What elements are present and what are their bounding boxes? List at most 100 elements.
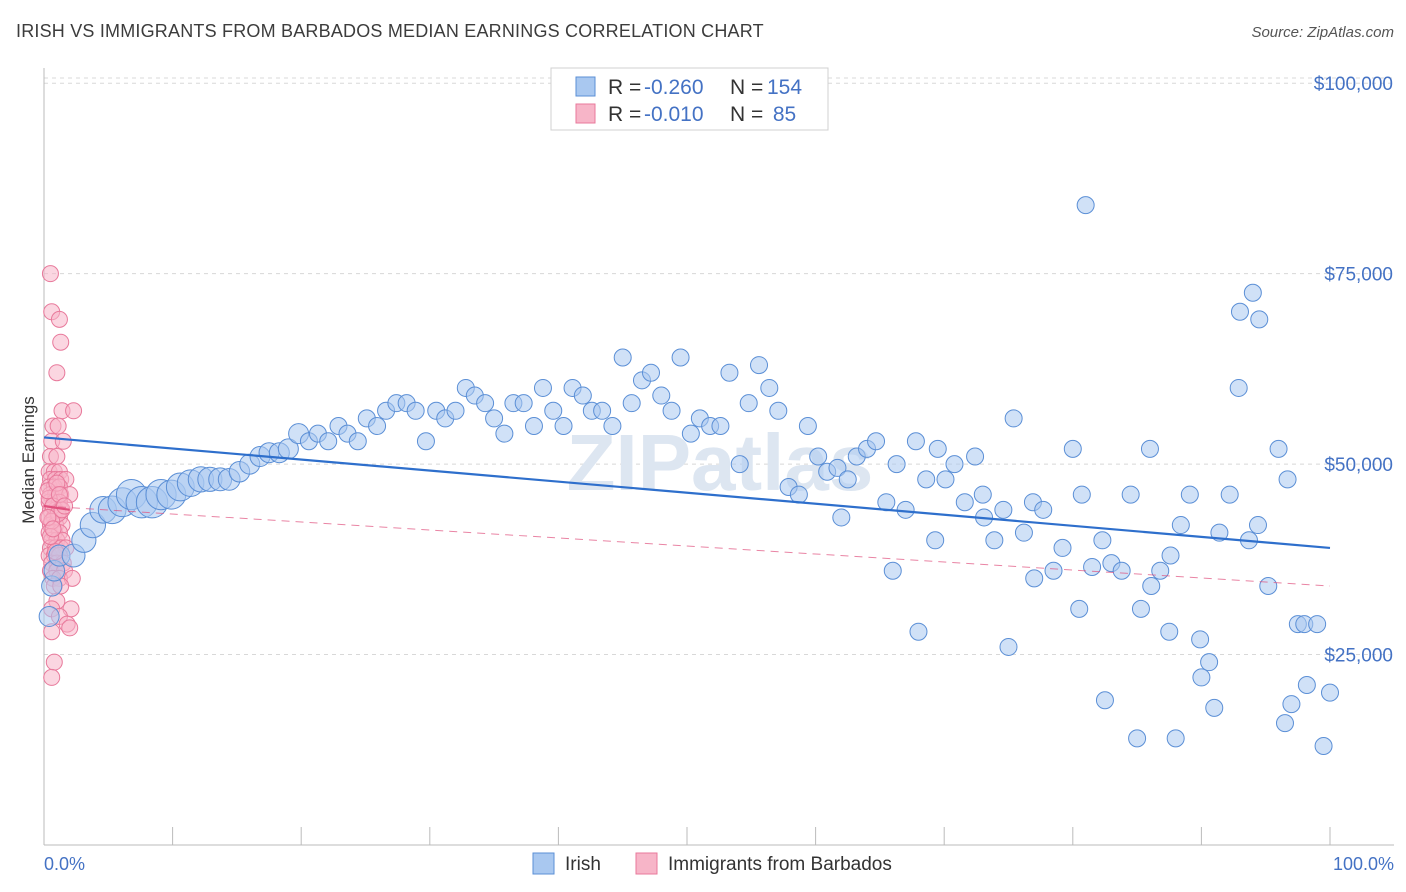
- barbados-point: [45, 653, 63, 671]
- irish-point: [613, 348, 632, 367]
- y-tick-label: $50,000: [1324, 455, 1393, 476]
- irish-point: [1025, 569, 1044, 588]
- legend-n-value-barbados: 85: [767, 103, 796, 126]
- irish-point: [1093, 531, 1112, 550]
- bottom-legend-label-barbados: Immigrants from Barbados: [668, 854, 892, 875]
- trend-lines: [43, 436, 1331, 587]
- irish-point: [662, 401, 681, 420]
- irish-point: [887, 455, 906, 474]
- y-tick-label: $75,000: [1324, 265, 1393, 286]
- legend-swatch-irish: [575, 76, 596, 97]
- irish-point: [1220, 485, 1239, 504]
- irish-point: [1192, 668, 1211, 687]
- legend-r-label-barbados: R =: [608, 103, 647, 126]
- bottom-legend-swatch-irish: [532, 852, 555, 875]
- irish-point: [739, 394, 758, 413]
- irish-point: [789, 485, 808, 504]
- y-tick-label: $100,000: [1314, 74, 1393, 95]
- irish-point: [883, 561, 902, 580]
- irish-point: [348, 432, 367, 451]
- irish-point: [1229, 378, 1248, 397]
- irish-point: [681, 424, 700, 443]
- irish-series: [38, 196, 1339, 755]
- y-tick-label: $25,000: [1324, 646, 1393, 667]
- irish-point: [554, 417, 573, 436]
- irish-point: [1095, 691, 1114, 710]
- irish-point: [1161, 546, 1180, 565]
- barbados-point: [48, 448, 66, 465]
- irish-point: [973, 485, 992, 504]
- legend-r-value-barbados: -0.010: [644, 103, 704, 126]
- irish-point: [928, 439, 947, 458]
- irish-point: [809, 447, 828, 466]
- irish-point: [593, 401, 612, 420]
- irish-point: [406, 401, 425, 420]
- irish-point: [1248, 516, 1267, 535]
- x-tick-label-min: 0.0%: [44, 854, 85, 874]
- legend-r-label-irish: R =: [608, 76, 647, 99]
- irish-point: [1121, 485, 1140, 504]
- irish-point: [750, 356, 769, 375]
- irish-point: [832, 508, 851, 527]
- x-tick-label-max: 100.0%: [1333, 854, 1394, 874]
- legend-swatch-barbados: [575, 103, 596, 124]
- irish-trend-line: [43, 436, 1331, 550]
- barbados-point: [56, 497, 74, 515]
- irish-point: [1034, 500, 1053, 519]
- irish-point: [652, 386, 671, 405]
- chart-source: Source: ZipAtlas.com: [1251, 24, 1394, 41]
- irish-point: [994, 500, 1013, 519]
- irish-point: [999, 637, 1018, 656]
- irish-point: [1004, 409, 1023, 428]
- barbados-point: [49, 417, 67, 435]
- irish-point: [1275, 714, 1294, 733]
- irish-point: [514, 394, 533, 413]
- irish-point: [877, 493, 896, 512]
- irish-point: [1269, 439, 1288, 458]
- barbados-point: [52, 333, 70, 351]
- barbados-point: [41, 265, 59, 283]
- irish-point: [446, 401, 465, 420]
- irish-point: [1166, 729, 1185, 748]
- irish-point: [1171, 516, 1190, 535]
- barbados-point: [54, 432, 72, 450]
- irish-point: [945, 455, 964, 474]
- irish-point: [1210, 523, 1229, 542]
- irish-point: [1230, 302, 1249, 321]
- irish-point: [524, 417, 543, 436]
- irish-point: [1191, 630, 1210, 649]
- irish-point: [573, 386, 592, 405]
- irish-point: [368, 417, 387, 436]
- irish-point: [1131, 599, 1150, 618]
- irish-point: [769, 401, 788, 420]
- irish-point: [603, 417, 622, 436]
- irish-point: [1128, 729, 1147, 748]
- irish-point: [1014, 523, 1033, 542]
- irish-point: [1180, 485, 1199, 504]
- irish-point: [1151, 561, 1170, 580]
- irish-point: [936, 470, 955, 489]
- irish-point: [1278, 470, 1297, 489]
- x-ticks: [172, 827, 1331, 845]
- irish-point: [1044, 561, 1063, 580]
- irish-point: [955, 493, 974, 512]
- irish-point: [38, 605, 60, 627]
- irish-point: [622, 394, 641, 413]
- irish-point: [867, 432, 886, 451]
- irish-point: [798, 417, 817, 436]
- irish-point: [1070, 599, 1089, 618]
- barbados-point: [48, 364, 66, 382]
- irish-point: [1063, 439, 1082, 458]
- irish-point: [906, 432, 925, 451]
- irish-point: [730, 455, 749, 474]
- irish-point: [1053, 538, 1072, 557]
- legend-n-value-irish: 154: [767, 76, 802, 99]
- barbados-point: [65, 402, 83, 420]
- irish-point: [828, 458, 847, 477]
- barbados-point: [43, 668, 61, 686]
- chart-title: IRISH VS IMMIGRANTS FROM BARBADOS MEDIAN…: [16, 21, 764, 41]
- barbados-trend-line-dashed: [43, 505, 1331, 587]
- barbados-point: [61, 619, 79, 637]
- irish-point: [319, 432, 338, 451]
